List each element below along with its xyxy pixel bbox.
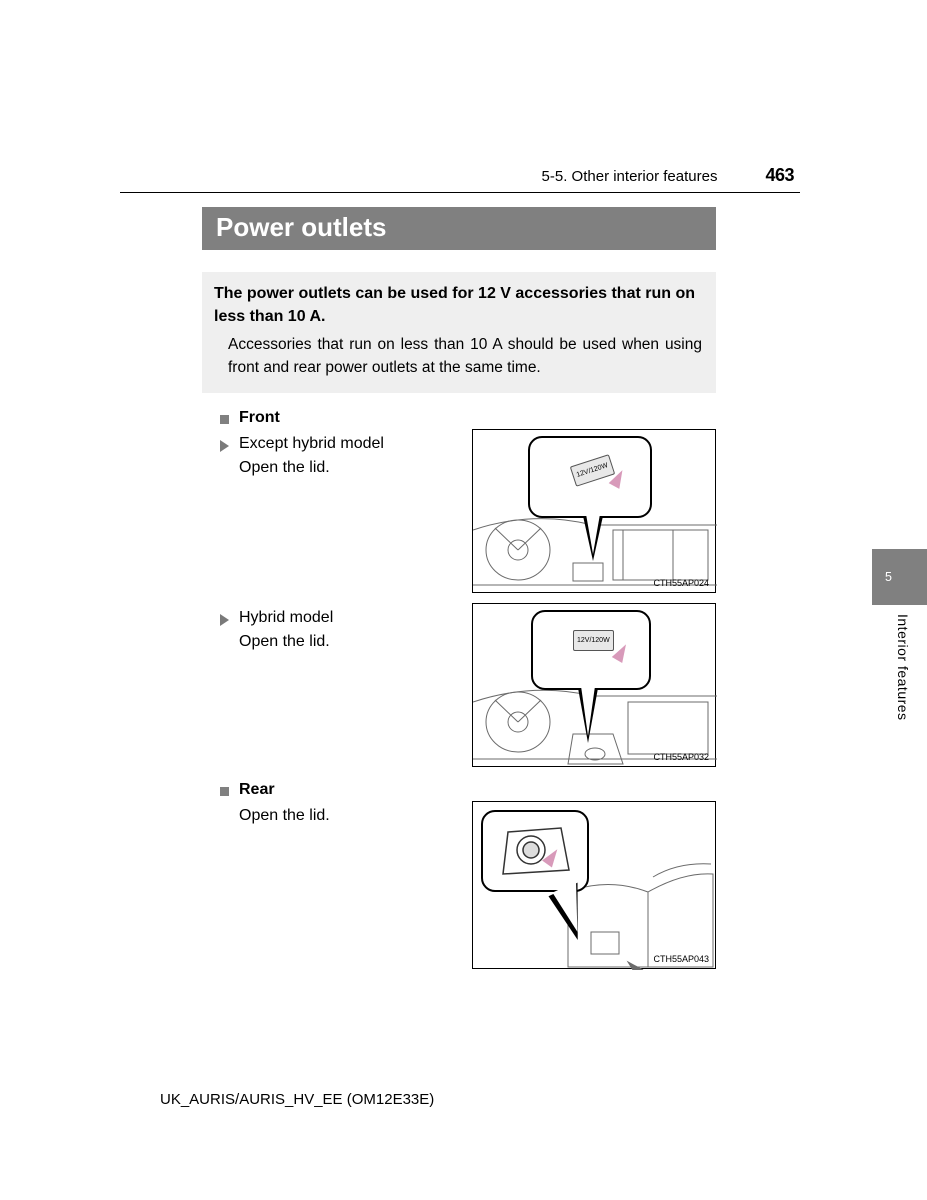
subheading-label: Hybrid model xyxy=(239,609,333,627)
intro-summary: The power outlets can be used for 12 V a… xyxy=(214,282,704,328)
callout-pointer-inner xyxy=(586,514,600,554)
figure-code: CTH55AP032 xyxy=(653,752,709,762)
chapter-number: 5 xyxy=(885,570,892,584)
intro-detail: Accessories that run on less than 10 A s… xyxy=(214,334,704,379)
heading-label: Front xyxy=(239,409,280,427)
subheading-label: Except hybrid model xyxy=(239,435,384,453)
figure-code: CTH55AP024 xyxy=(653,578,709,588)
figure-rear: CTH55AP043 xyxy=(472,801,716,969)
footer-text: UK_AURIS/AURIS_HV_EE (OM12E33E) xyxy=(160,1091,434,1108)
triangle-bullet-icon xyxy=(220,440,229,452)
page-title: Power outlets xyxy=(202,207,716,250)
square-bullet-icon xyxy=(220,415,229,424)
content-area: Front Except hybrid model Open the lid. xyxy=(202,409,716,969)
instruction-text: Open the lid. xyxy=(239,459,432,477)
manual-page: 5-5. Other interior features 463 Power o… xyxy=(120,165,800,969)
instruction-text: Open the lid. xyxy=(239,633,432,651)
section-heading-rear: Rear xyxy=(202,781,716,799)
chapter-tab: 5 xyxy=(872,549,927,605)
lid-arrow-icon xyxy=(612,642,631,664)
square-bullet-icon xyxy=(220,787,229,796)
section-heading-front: Front xyxy=(202,409,716,427)
callout-box xyxy=(481,810,589,892)
chapter-label: Interior features xyxy=(895,614,911,721)
callout-box: 12V/120W xyxy=(531,610,651,690)
heading-label: Rear xyxy=(239,781,275,799)
figure-front-hybrid: 12V/120W CTH55AP032 xyxy=(472,603,716,767)
front-hybrid-block: Hybrid model Open the lid. xyxy=(202,603,716,767)
front-except-hybrid-block: Except hybrid model Open the lid. xyxy=(202,429,716,593)
figure-front-except-hybrid: 12V/120W CTH55AP024 xyxy=(472,429,716,593)
subheading-row: Hybrid model xyxy=(202,609,432,627)
page-header: 5-5. Other interior features 463 xyxy=(120,165,800,193)
subheading-row: Except hybrid model xyxy=(202,435,432,453)
callout-box: 12V/120W xyxy=(528,436,652,518)
rear-block: Open the lid. xyxy=(202,801,716,969)
intro-box: The power outlets can be used for 12 V a… xyxy=(202,272,716,393)
triangle-bullet-icon xyxy=(220,614,229,626)
figure-code: CTH55AP043 xyxy=(653,954,709,964)
outlet-label: 12V/120W xyxy=(573,630,614,651)
section-path: 5-5. Other interior features xyxy=(542,168,718,185)
page-number: 463 xyxy=(765,165,794,186)
callout-pointer-inner xyxy=(581,686,595,736)
instruction-text: Open the lid. xyxy=(239,807,432,825)
